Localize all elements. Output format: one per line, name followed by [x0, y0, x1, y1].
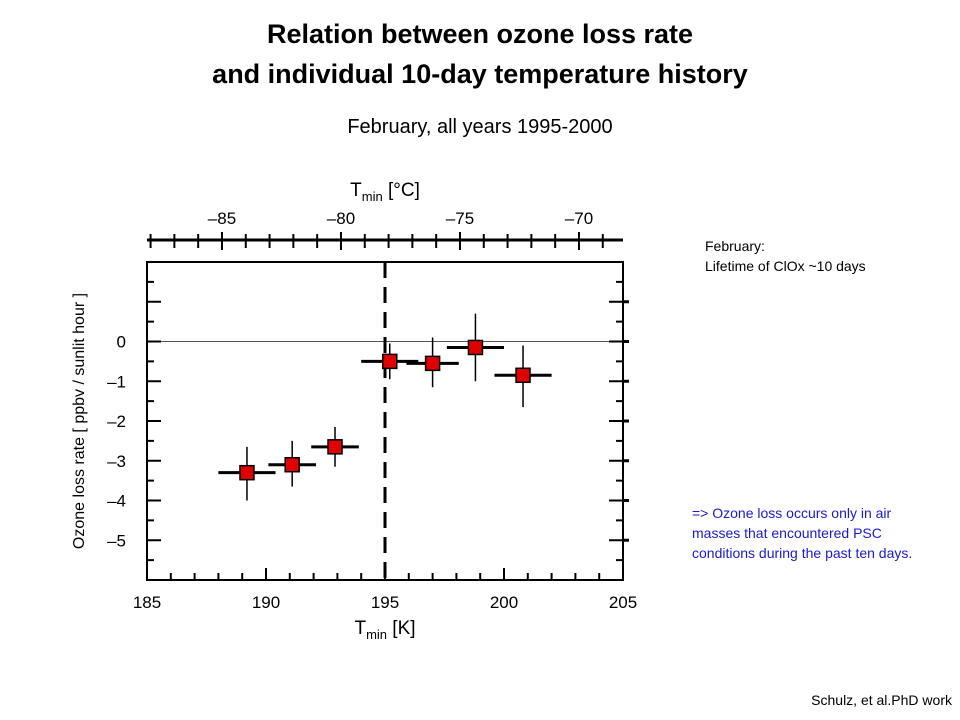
chart-subtitle: February, all years 1995-2000	[347, 116, 613, 138]
y-tick-label: –5	[107, 531, 126, 550]
conclusion-note: => Ozone loss occurs only in air masses …	[692, 505, 913, 561]
data-point	[327, 439, 343, 455]
data-point	[515, 367, 531, 384]
lifetime-note-line2: Lifetime of ClOx ~10 days	[705, 258, 866, 274]
y-axis-title: Ozone loss rate [ ppbv / sunlit hour ]	[71, 293, 88, 549]
x-tick-label: 200	[490, 593, 518, 612]
credit-text: Schulz, et al.PhD work	[811, 692, 952, 708]
y-tick-label: –1	[107, 372, 126, 391]
data-point	[239, 464, 255, 481]
y-tick-label: –3	[107, 452, 126, 471]
data-point	[467, 339, 484, 356]
data-point	[382, 353, 398, 370]
top-tick-label: –80	[327, 209, 355, 228]
top-tick-label: –85	[208, 209, 236, 228]
top-tick-label: –70	[565, 209, 593, 228]
top-axis-title: Tmin [°C]	[350, 180, 420, 204]
x-tick-label: 185	[133, 593, 161, 612]
y-tick-label: 0	[117, 333, 126, 352]
lifetime-note: February: Lifetime of ClOx ~10 days	[705, 236, 866, 276]
x-axis-title: Tmin [K]	[354, 618, 415, 642]
data-point	[284, 456, 300, 473]
top-tick-label: –75	[446, 209, 474, 228]
data-point	[424, 355, 441, 372]
y-tick-label: –2	[107, 412, 126, 431]
x-tick-label: 190	[252, 593, 280, 612]
x-tick-label: 195	[371, 593, 399, 612]
chart-title-line2: and individual 10-day temperature histor…	[212, 59, 748, 89]
lifetime-note-line1: February:	[705, 238, 765, 254]
x-tick-label: 205	[609, 593, 637, 612]
chart-title-line1: Relation between ozone loss rate	[266, 19, 694, 49]
y-tick-label: –4	[107, 492, 126, 511]
